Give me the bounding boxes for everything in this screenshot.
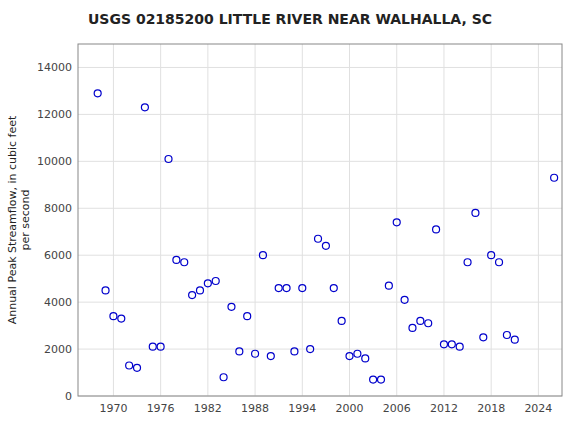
point [551, 174, 558, 181]
point [189, 292, 196, 299]
point [338, 317, 345, 324]
point [165, 155, 172, 162]
y-axis-label: Annual Peak Streamflow, in cubic feetper… [6, 115, 32, 324]
points [94, 90, 557, 383]
point [385, 282, 392, 289]
point [480, 334, 487, 341]
point [456, 343, 463, 350]
x-tick-label: 1976 [147, 402, 175, 415]
y-tick-label: 4000 [44, 296, 72, 309]
point [354, 350, 361, 357]
point [346, 353, 353, 360]
point [393, 219, 400, 226]
point [126, 362, 133, 369]
y-tick-label: 8000 [44, 202, 72, 215]
x-tick-label: 1982 [194, 402, 222, 415]
point [496, 259, 503, 266]
point [448, 341, 455, 348]
point [315, 235, 322, 242]
point [377, 376, 384, 383]
point [181, 259, 188, 266]
point [259, 252, 266, 259]
y-tick-label: 2000 [44, 343, 72, 356]
point [212, 278, 219, 285]
x-tick-label: 2012 [430, 402, 458, 415]
y-tick-label: 6000 [44, 249, 72, 262]
point [488, 252, 495, 259]
x-tick-label: 2018 [477, 402, 505, 415]
point [118, 315, 125, 322]
x-grid-line [491, 44, 492, 396]
point [291, 348, 298, 355]
point [511, 336, 518, 343]
x-grid-line [113, 44, 114, 396]
x-grid-line [538, 44, 539, 396]
point [409, 324, 416, 331]
point [220, 374, 227, 381]
point [236, 348, 243, 355]
x-grid-line [207, 44, 208, 396]
point [149, 343, 156, 350]
title: USGS 02185200 LITTLE RIVER NEAR WALHALLA… [88, 11, 492, 27]
point [102, 287, 109, 294]
point [94, 90, 101, 97]
point [417, 317, 424, 324]
x-grid-line [255, 44, 256, 396]
y-axis-label-line: per second [19, 190, 32, 251]
x-grid-line [396, 44, 397, 396]
point [141, 104, 148, 111]
point [134, 364, 141, 371]
y-axis-label-line: Annual Peak Streamflow, in cubic feet [6, 115, 19, 324]
y-tick-label: 10000 [37, 155, 72, 168]
point [173, 256, 180, 263]
x-grid-line [349, 44, 350, 396]
point [362, 355, 369, 362]
point [425, 320, 432, 327]
x-tick-label: 2006 [383, 402, 411, 415]
point [330, 285, 337, 292]
x-tick-label: 1970 [99, 402, 127, 415]
point [307, 346, 314, 353]
point [267, 353, 274, 360]
y-tick-label: 12000 [37, 108, 72, 121]
point [283, 285, 290, 292]
point [472, 209, 479, 216]
axes: 0 2000 4000 6000 8000 10000 12000 14000 1970 1976… [37, 44, 562, 415]
point [196, 287, 203, 294]
y-tick-label: 0 [65, 390, 72, 403]
x-grid-line [443, 44, 444, 396]
point [299, 285, 306, 292]
point [228, 303, 235, 310]
point [275, 285, 282, 292]
point [322, 242, 329, 249]
y-grid-line [78, 161, 562, 162]
y-grid-line [78, 302, 562, 303]
point [433, 226, 440, 233]
chart: USGS 02185200 LITTLE RIVER NEAR WALHALLA… [0, 0, 580, 430]
point [401, 296, 408, 303]
point [110, 313, 117, 320]
y-tick-label: 14000 [37, 61, 72, 74]
point [204, 280, 211, 287]
y-grid-line [78, 255, 562, 256]
x-tick-label: 1988 [241, 402, 269, 415]
point [370, 376, 377, 383]
plot-frame [78, 44, 562, 396]
x-tick-label: 2024 [524, 402, 552, 415]
x-grid-line [302, 44, 303, 396]
point [503, 331, 510, 338]
x-tick-label: 1994 [288, 402, 316, 415]
x-tick-label: 2000 [336, 402, 364, 415]
point [252, 350, 259, 357]
y-grid-line [78, 208, 562, 209]
point [464, 259, 471, 266]
point [157, 343, 164, 350]
point [244, 313, 251, 320]
y-grid-line [78, 67, 562, 68]
y-grid-line [78, 114, 562, 115]
grid [78, 44, 562, 396]
point [440, 341, 447, 348]
